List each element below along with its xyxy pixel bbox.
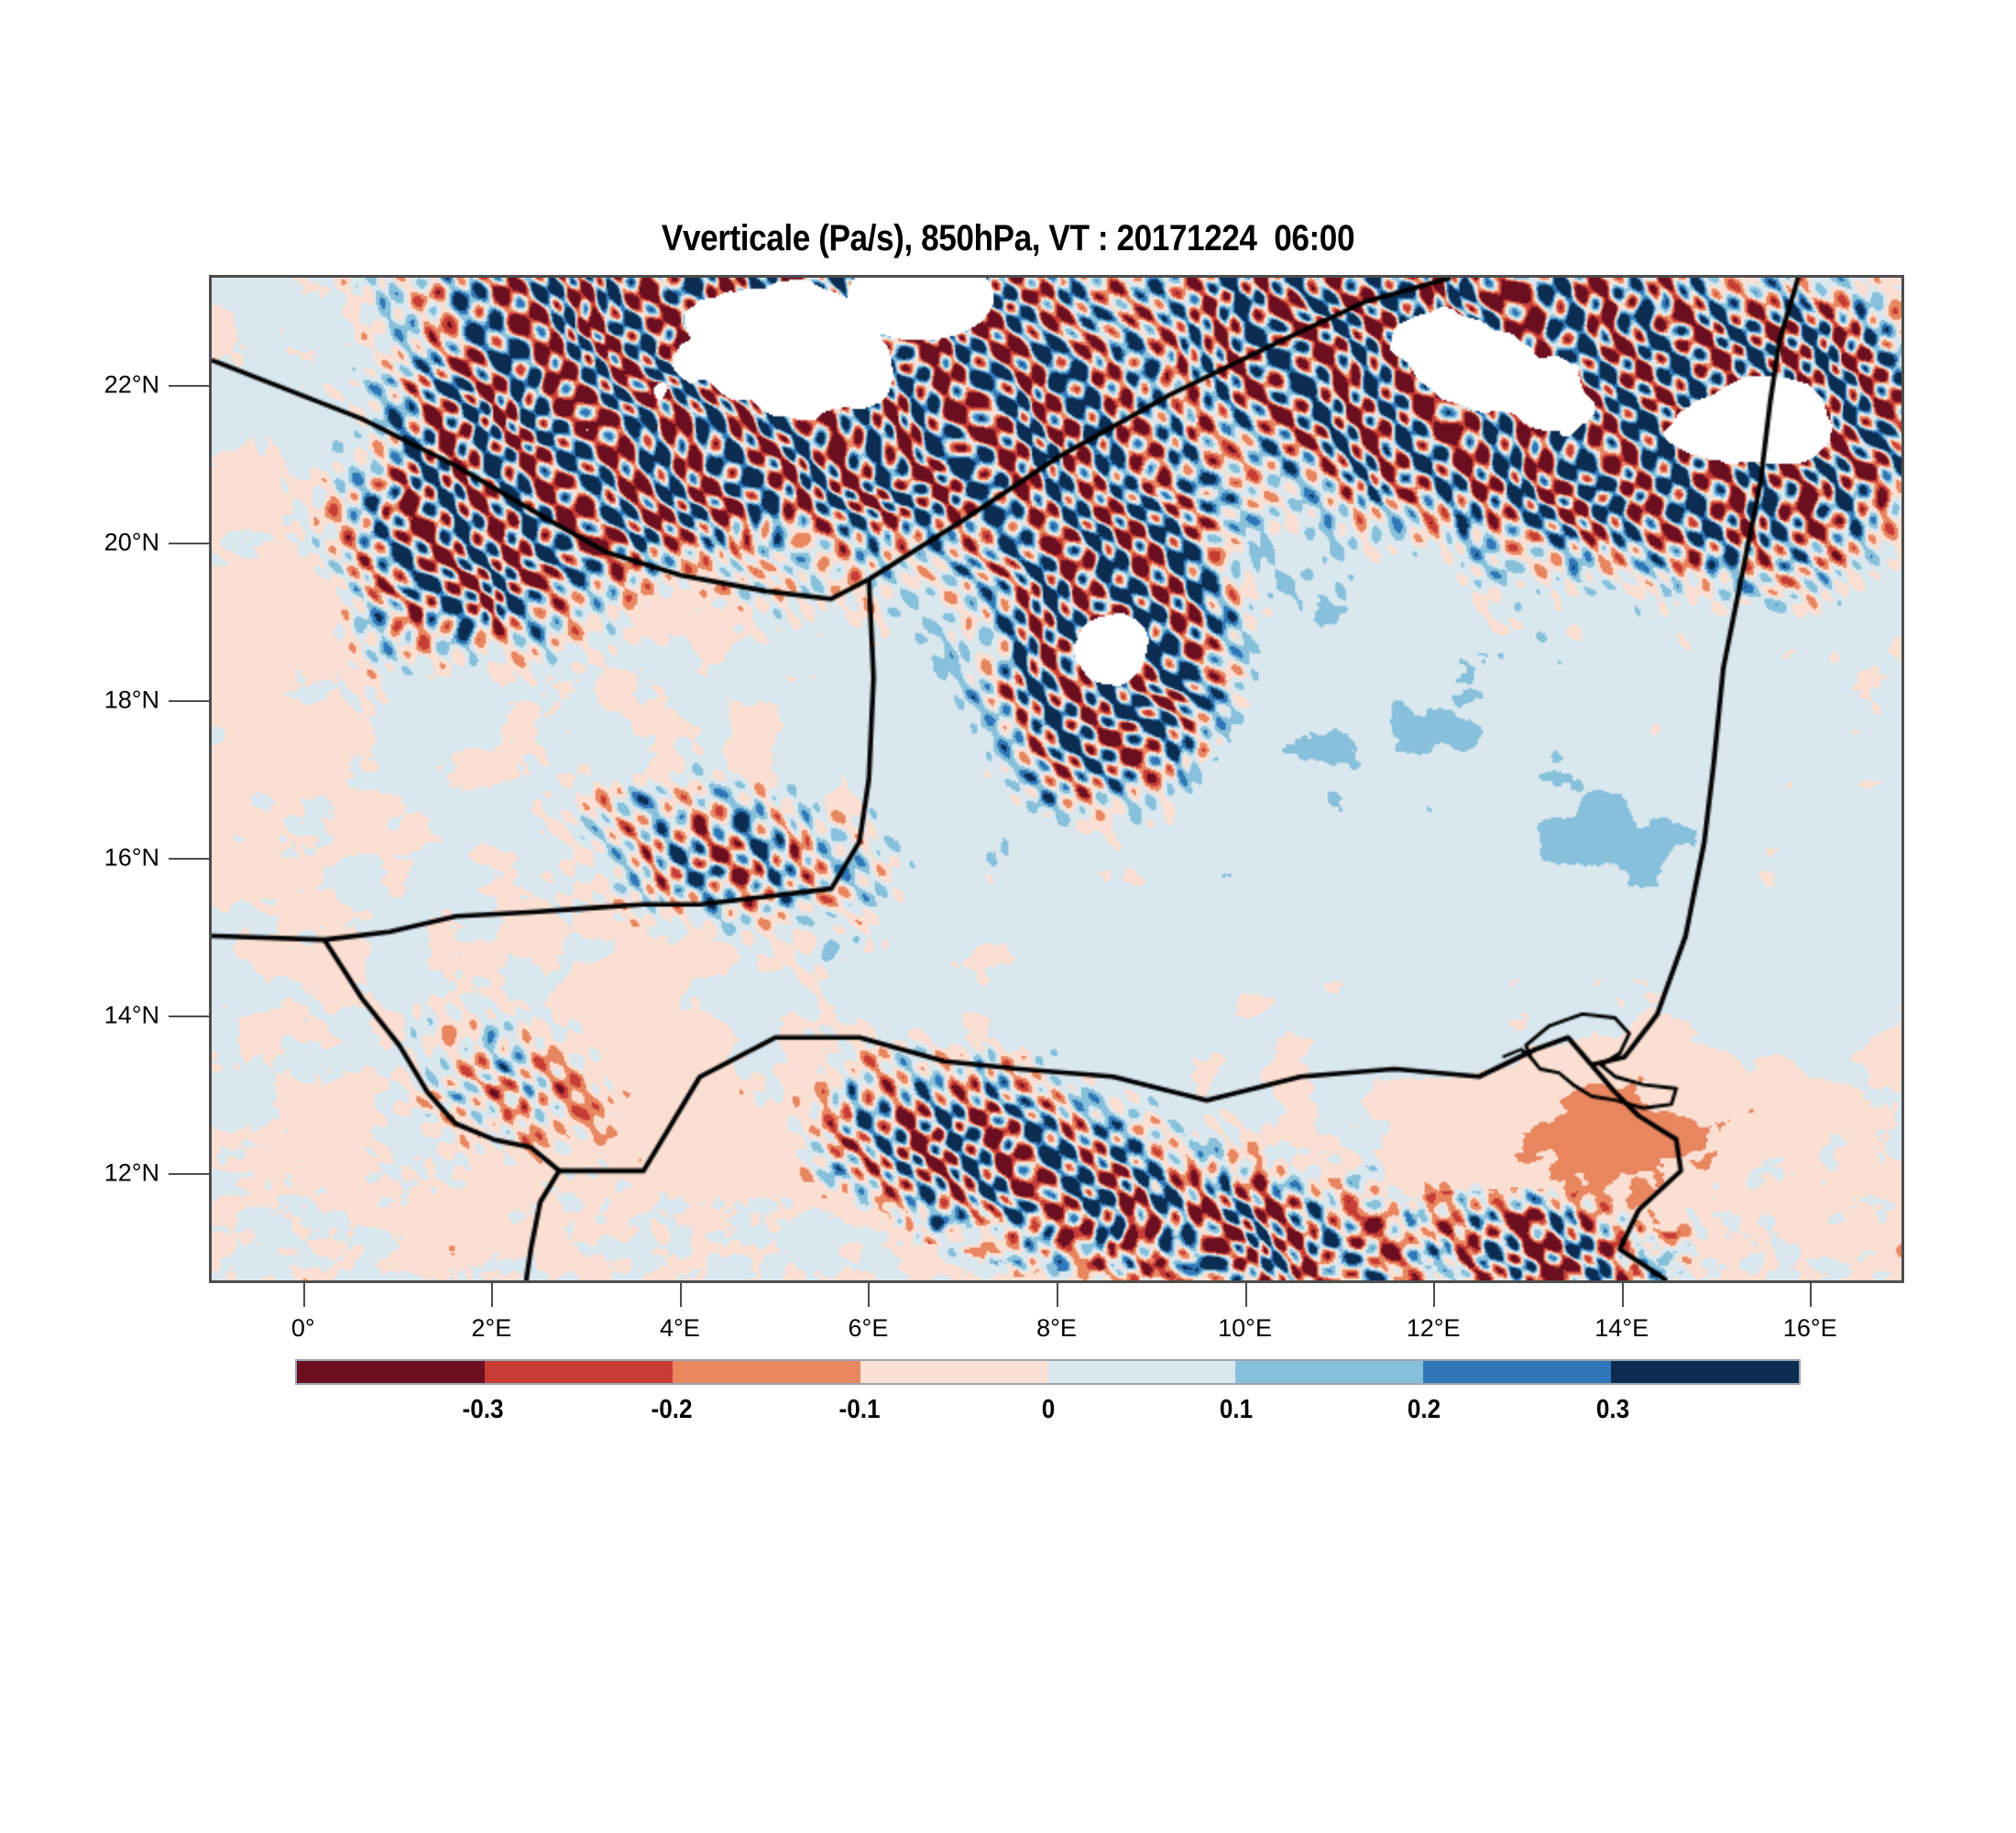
colorbar-tick-label: 0.1 — [1219, 1395, 1254, 1424]
x-axis-label: 0° — [290, 1314, 315, 1342]
colorbar-band-6 — [1423, 1361, 1612, 1383]
y-axis-label: 14°N — [104, 1001, 159, 1029]
colorbar-band-5 — [1235, 1361, 1424, 1383]
x-tick-mark — [1057, 1283, 1058, 1307]
x-tick-mark — [1810, 1283, 1813, 1307]
x-tick-mark — [302, 1283, 305, 1307]
colorbar-tick-label: -0.3 — [462, 1395, 504, 1424]
x-tick-mark — [679, 1283, 682, 1307]
vertical-velocity-heatmap — [212, 278, 1901, 1280]
y-axis-label: 12°N — [104, 1158, 159, 1187]
y-tick-mark — [169, 543, 209, 545]
x-tick-mark — [1621, 1283, 1624, 1307]
colorbar-band-1 — [484, 1361, 673, 1383]
colorbar-band-2 — [672, 1361, 860, 1383]
colorbar-tick-label: -0.2 — [651, 1395, 693, 1424]
colorbar-band-4 — [1047, 1361, 1236, 1383]
colorbar-tick-label: 0.3 — [1595, 1395, 1629, 1424]
colorbar-tick-label: 0 — [1041, 1395, 1055, 1424]
y-axis-label: 22°N — [104, 370, 159, 399]
x-tick-mark — [491, 1283, 494, 1307]
page-title: Vverticale (Pa/s), 850hPa, VT : 20171224… — [661, 218, 1355, 258]
x-axis-label: 6°E — [848, 1314, 889, 1342]
y-tick-mark — [169, 700, 209, 703]
x-axis-label: 10°E — [1218, 1314, 1272, 1342]
y-tick-mark — [169, 1015, 209, 1017]
x-tick-mark — [1244, 1283, 1247, 1307]
map-plot-area[interactable] — [209, 275, 1904, 1283]
colorbar-tick-label: 0.2 — [1408, 1395, 1441, 1424]
x-axis-label: 8°E — [1036, 1314, 1077, 1342]
y-axis-label: 20°N — [104, 528, 159, 556]
y-axis-label: 18°N — [104, 686, 159, 714]
y-tick-mark — [169, 857, 209, 860]
colorbar-bands — [295, 1359, 1801, 1385]
colorbar-band-7 — [1611, 1361, 1799, 1383]
x-tick-mark — [1433, 1283, 1436, 1307]
colorbar-band-0 — [297, 1361, 485, 1383]
y-axis-label: 16°N — [104, 843, 159, 872]
colorbar-tick-label: -0.1 — [838, 1395, 881, 1424]
x-axis-label: 4°E — [659, 1314, 700, 1342]
colorbar-band-3 — [860, 1361, 1048, 1383]
x-axis-label: 16°E — [1782, 1314, 1837, 1342]
x-axis-label: 2°E — [471, 1314, 512, 1342]
x-axis-label: 14°E — [1594, 1314, 1649, 1342]
y-tick-mark — [169, 385, 209, 388]
x-axis-label: 12°E — [1406, 1314, 1461, 1342]
x-tick-mark — [868, 1283, 871, 1307]
y-tick-mark — [169, 1172, 209, 1175]
colorbar[interactable] — [295, 1359, 1801, 1385]
